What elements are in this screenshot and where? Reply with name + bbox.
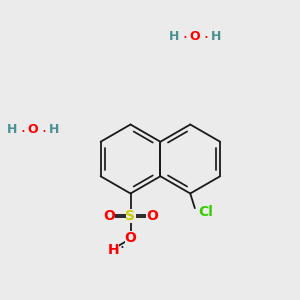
- Text: O: O: [146, 209, 158, 223]
- Text: Cl: Cl: [198, 205, 213, 218]
- Text: H: H: [49, 122, 59, 136]
- Text: ·: ·: [41, 124, 46, 140]
- Text: O: O: [190, 29, 200, 43]
- Text: ·: ·: [203, 32, 208, 46]
- Text: O: O: [103, 209, 115, 223]
- Text: ·: ·: [119, 241, 124, 256]
- Text: H: H: [211, 29, 221, 43]
- Text: ·: ·: [182, 32, 187, 46]
- Text: H: H: [107, 243, 119, 256]
- Text: S: S: [125, 209, 136, 223]
- Text: ·: ·: [20, 124, 25, 140]
- Text: O: O: [124, 231, 136, 244]
- Text: H: H: [7, 122, 17, 136]
- Text: H: H: [169, 29, 179, 43]
- Text: O: O: [28, 122, 38, 136]
